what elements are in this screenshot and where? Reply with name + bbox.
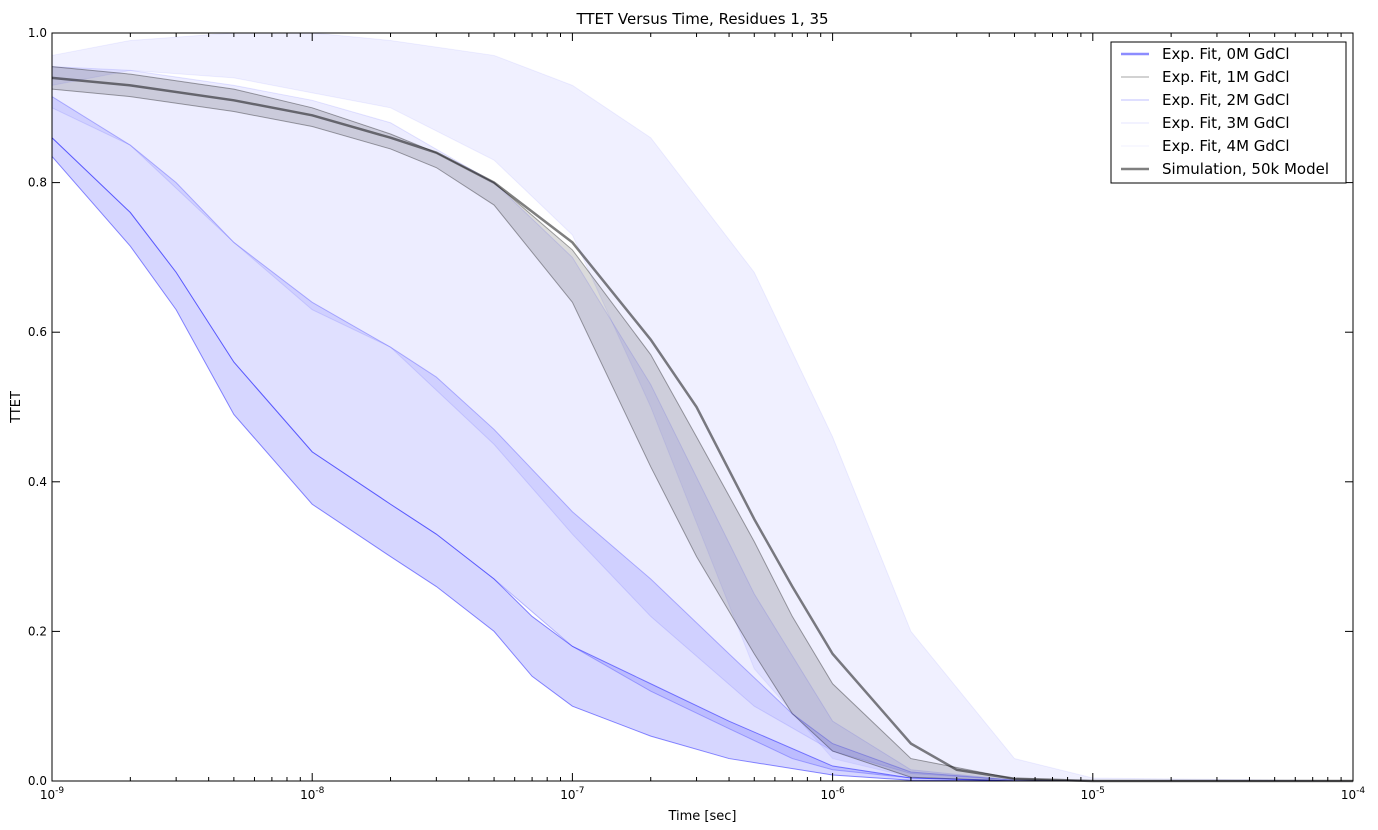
line-simulation-50k-model bbox=[51, 76, 1353, 783]
legend-label: Exp. Fit, 2M GdCl bbox=[1162, 91, 1290, 109]
legend-label: Exp. Fit, 4M GdCl bbox=[1162, 137, 1290, 155]
x-tick-label: 10-7 bbox=[560, 786, 584, 802]
x-tick-label: 10-9 bbox=[40, 786, 65, 802]
x-tick-label: 10-5 bbox=[1081, 786, 1105, 802]
legend-label: Simulation, 50k Model bbox=[1162, 160, 1329, 178]
plot-frame bbox=[51, 32, 1354, 782]
x-tick-label: 10-8 bbox=[300, 786, 325, 802]
band-exp-fit-2m-gdcl bbox=[52, 96, 1353, 781]
legend-label: Exp. Fit, 1M GdCl bbox=[1162, 68, 1290, 86]
tick-layer: 10-9 10-8 10-7 10-6 10-5 10-4 0.0 0.2 0.4 0.6 0.8 1… bbox=[28, 26, 1365, 802]
band-upper-edge-exp-fit-3m-gdcl bbox=[51, 66, 1353, 782]
chart-title: TTET Versus Time, Residues 1, 35 bbox=[575, 10, 828, 28]
y-tick-label: 0.6 bbox=[28, 325, 47, 339]
y-tick-label: 1.0 bbox=[28, 26, 47, 40]
band-lower-edge-exp-fit-4m-gdcl bbox=[51, 69, 1353, 782]
y-tick-label: 0.8 bbox=[28, 176, 47, 190]
band-lower-edge-exp-fit-2m-gdcl bbox=[51, 137, 1353, 782]
x-tick-label: 10-4 bbox=[1341, 786, 1366, 802]
band-exp-fit-0m-gdcl bbox=[52, 137, 1353, 782]
legend-label: Exp. Fit, 3M GdCl bbox=[1162, 114, 1290, 132]
series-layer bbox=[51, 32, 1354, 783]
band-lower-edge-exp-fit-3m-gdcl bbox=[51, 107, 1353, 782]
x-tick-label: 10-6 bbox=[820, 786, 845, 802]
y-tick-label: 0.4 bbox=[28, 475, 47, 489]
legend: Exp. Fit, 0M GdCl Exp. Fit, 1M GdCl Exp. F… bbox=[1110, 41, 1347, 184]
y-tick-label: 0.0 bbox=[28, 774, 47, 788]
x-axis-label: Time [sec] bbox=[667, 809, 736, 824]
legend-label: Exp. Fit, 0M GdCl bbox=[1162, 45, 1290, 63]
legend-box bbox=[1110, 41, 1347, 184]
band-upper-edge-exp-fit-0m-gdcl bbox=[51, 137, 1353, 782]
band-upper-edge-exp-fit-2m-gdcl bbox=[51, 96, 1353, 782]
band-lower-edge-exp-fit-1m-gdcl bbox=[51, 88, 1353, 782]
band-exp-fit-3m-gdcl bbox=[52, 66, 1353, 781]
y-tick-label: 0.2 bbox=[28, 624, 47, 638]
band-upper-edge-exp-fit-1m-gdcl bbox=[51, 66, 1353, 782]
y-axis-label: TTET bbox=[9, 391, 24, 424]
band-exp-fit-4m-gdcl bbox=[52, 33, 1353, 781]
